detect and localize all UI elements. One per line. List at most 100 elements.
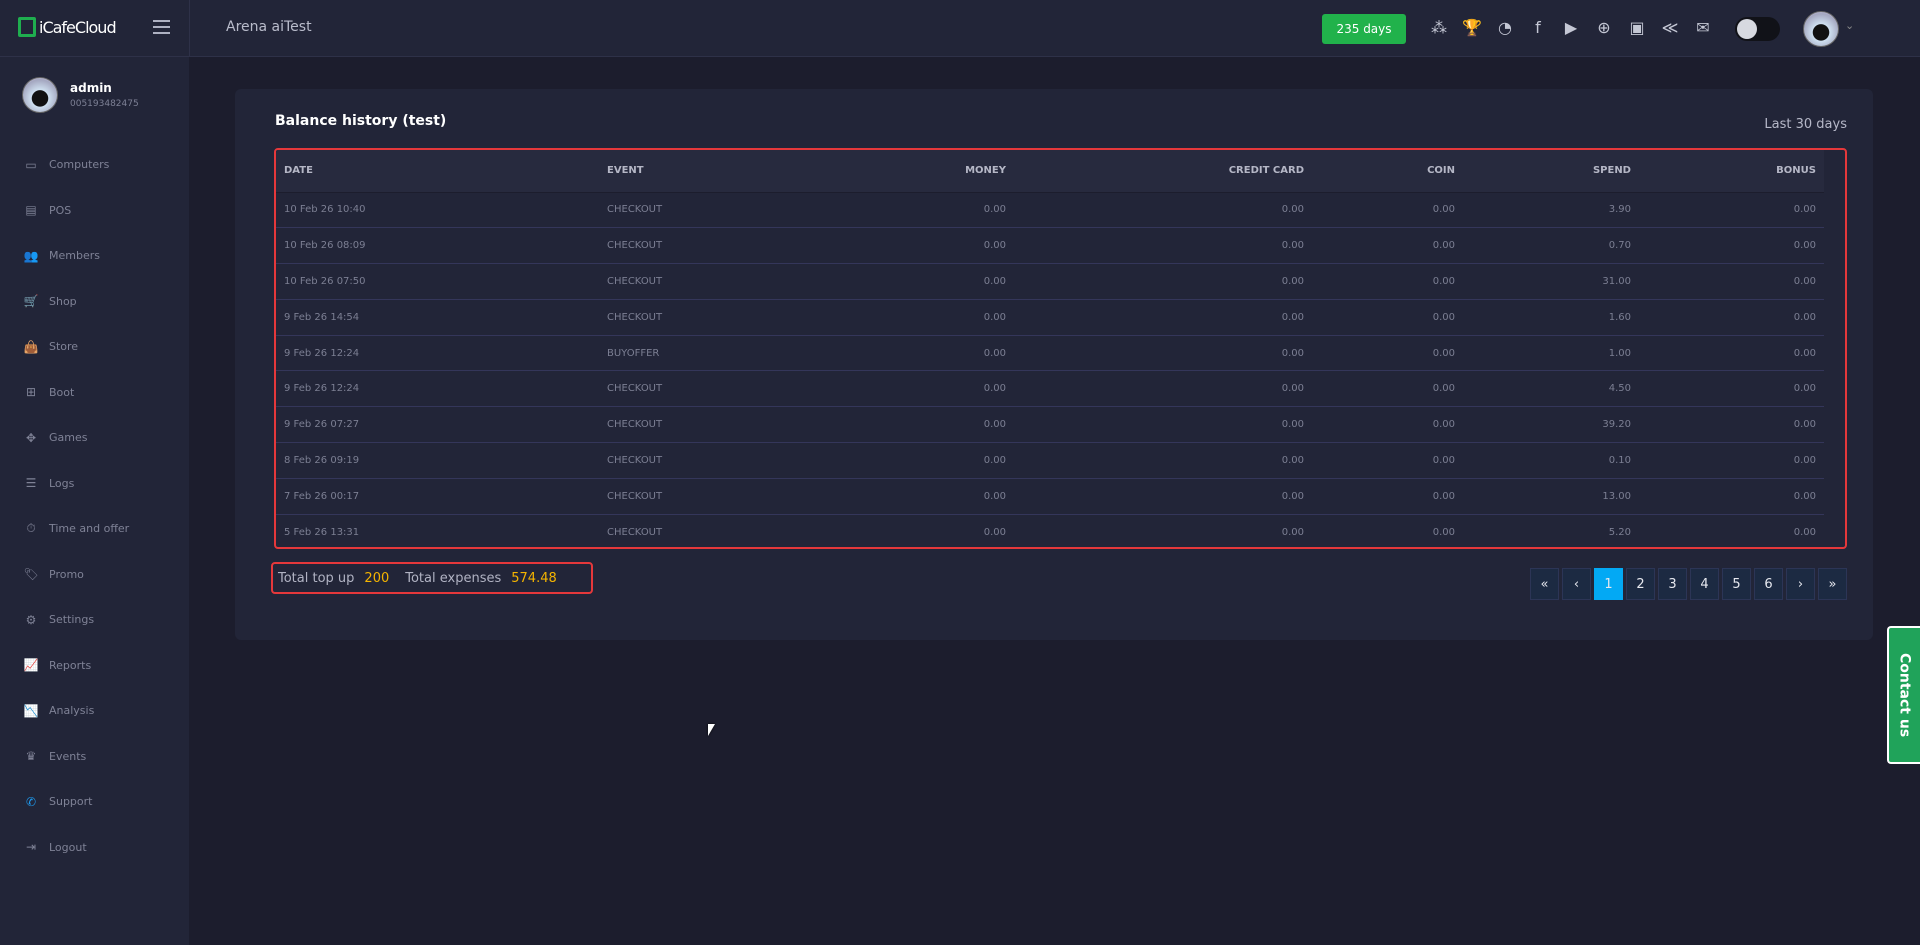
table-cell: 0.10 bbox=[1463, 442, 1639, 479]
total-topup-label: Total top up bbox=[278, 570, 355, 586]
table-cell: CHECKOUT bbox=[599, 442, 919, 479]
table-cell: 0.00 bbox=[1639, 442, 1824, 479]
page-4-button[interactable]: 4 bbox=[1690, 568, 1719, 600]
page-1-button[interactable]: 1 bbox=[1594, 568, 1623, 600]
table-cell: 9 Feb 26 07:27 bbox=[276, 406, 599, 444]
sidebar-item-settings[interactable]: ⚙ Settings bbox=[0, 597, 189, 643]
table-cell: 0.00 bbox=[1639, 335, 1824, 372]
table-row: 9 Feb 26 07:27 CHECKOUT 0.00 0.00 0.00 39.20 0… bbox=[276, 406, 1824, 444]
table-cell: 0.00 bbox=[1014, 263, 1312, 300]
logo[interactable]: iCafeCloud bbox=[18, 17, 117, 37]
table-cell: 0.00 bbox=[1312, 478, 1463, 515]
table-cell: 0.00 bbox=[1312, 227, 1463, 265]
table-cell: 10 Feb 26 08:09 bbox=[276, 227, 599, 265]
page-3-button[interactable]: 3 bbox=[1658, 568, 1687, 600]
page-next-button[interactable]: › bbox=[1786, 568, 1815, 600]
contact-us-button[interactable]: Contact us bbox=[1887, 626, 1920, 764]
page-5-button[interactable]: 5 bbox=[1722, 568, 1751, 600]
table-cell: 0.00 bbox=[919, 514, 1014, 547]
table-cell: 1.00 bbox=[1463, 335, 1639, 372]
divider bbox=[189, 0, 190, 57]
column-header: SPEND bbox=[1463, 150, 1639, 193]
table-cell: 0.00 bbox=[919, 406, 1014, 444]
table-cell: 0.00 bbox=[1639, 406, 1824, 444]
sidebar-item-computers[interactable]: ▭ Computers bbox=[0, 142, 189, 188]
sidebar-item-label: Computers bbox=[49, 158, 110, 172]
chevron-down-icon[interactable]: ⌄ bbox=[1845, 19, 1855, 32]
menu-toggle-icon[interactable] bbox=[153, 20, 170, 34]
sidebar-item-logs[interactable]: ☰ Logs bbox=[0, 461, 189, 507]
table-cell: 0.00 bbox=[1639, 514, 1824, 547]
cafe-name: Arena aiTest bbox=[226, 19, 312, 35]
table-cell: CHECKOUT bbox=[599, 478, 919, 515]
sidebar-item-label: Events bbox=[49, 749, 87, 763]
sidebar-item-boot[interactable]: ⊞ Boot bbox=[0, 370, 189, 416]
table-cell: 3.90 bbox=[1463, 192, 1639, 229]
sidebar-item-promo[interactable]: 🏷 Promo bbox=[0, 552, 189, 598]
table-row: 7 Feb 26 00:17 CHECKOUT 0.00 0.00 0.00 13.00 0… bbox=[276, 478, 1824, 515]
balance-table: DATE EVENT MONEY CREDIT CARD COIN SPEND BONUS 1… bbox=[276, 150, 1824, 547]
table-cell: 0.00 bbox=[1014, 442, 1312, 479]
page-prev-button[interactable]: ‹ bbox=[1562, 568, 1591, 600]
column-header: MONEY bbox=[919, 150, 1014, 193]
table-row: 9 Feb 26 14:54 CHECKOUT 0.00 0.00 0.00 1.60 0.… bbox=[276, 299, 1824, 336]
sidebar-item-label: Games bbox=[49, 431, 88, 445]
table-cell: 0.00 bbox=[1014, 299, 1312, 336]
sidebar-item-analysis[interactable]: 📉 Analysis bbox=[0, 688, 189, 734]
sidebar-item-time-and-offer[interactable]: ⏱ Time and offer bbox=[0, 506, 189, 552]
icafe-icon[interactable]: ▣ bbox=[1629, 17, 1645, 37]
table-cell: 39.20 bbox=[1463, 406, 1639, 444]
table-cell: 0.00 bbox=[1014, 406, 1312, 444]
table-cell: 5.20 bbox=[1463, 514, 1639, 547]
sidebar-item-label: Promo bbox=[49, 567, 84, 581]
sidebar-item-games[interactable]: ✥ Games bbox=[0, 415, 189, 461]
gamepad-icon: ✥ bbox=[25, 430, 37, 445]
page-2-button[interactable]: 2 bbox=[1626, 568, 1655, 600]
table-cell: 0.00 bbox=[1639, 192, 1824, 229]
ranking-icon[interactable]: ⁂ bbox=[1431, 17, 1447, 37]
sidebar-item-store[interactable]: 👜 Store bbox=[0, 324, 189, 370]
table-cell: 0.00 bbox=[1014, 370, 1312, 408]
sidebar-item-logout[interactable]: ⇥ Logout bbox=[0, 825, 189, 871]
profile-id: 005193482475 bbox=[70, 99, 139, 109]
license-days-badge[interactable]: 235 days bbox=[1322, 14, 1406, 44]
table-row: 10 Feb 26 10:40 CHECKOUT 0.00 0.00 0.00 3.90 0… bbox=[276, 192, 1824, 229]
partner-icon[interactable]: ≪ bbox=[1661, 17, 1679, 37]
table-cell: 0.00 bbox=[919, 192, 1014, 229]
sidebar-item-members[interactable]: 👥 Members bbox=[0, 233, 189, 279]
sidebar-item-shop[interactable]: 🛒 Shop bbox=[0, 279, 189, 325]
page-title: Balance history (test) bbox=[275, 113, 447, 129]
sidebar-item-support[interactable]: ✆ Support bbox=[0, 779, 189, 825]
user-avatar[interactable] bbox=[1803, 11, 1839, 47]
mail-icon[interactable]: ✉ bbox=[1696, 17, 1710, 37]
table-cell: 0.00 bbox=[1312, 263, 1463, 300]
sidebar-item-events[interactable]: ♛ Events bbox=[0, 734, 189, 780]
sidebar-item-label: Logs bbox=[49, 476, 75, 490]
page-6-button[interactable]: 6 bbox=[1754, 568, 1783, 600]
line-chart-icon: 📈 bbox=[23, 658, 39, 673]
table-cell: CHECKOUT bbox=[599, 192, 919, 229]
table-cell: 10 Feb 26 07:50 bbox=[276, 263, 599, 300]
globe-icon[interactable]: ⊕ bbox=[1597, 17, 1611, 37]
youtube-icon[interactable]: ▶ bbox=[1564, 17, 1578, 37]
total-expenses-label: Total expenses bbox=[405, 570, 502, 586]
table-cell: 0.00 bbox=[1312, 406, 1463, 444]
trophy-icon[interactable]: 🏆 bbox=[1462, 17, 1482, 37]
sidebar-item-label: Support bbox=[49, 795, 93, 809]
page-first-button[interactable]: « bbox=[1530, 568, 1559, 600]
column-header: EVENT bbox=[599, 150, 919, 193]
bag-icon: 👜 bbox=[23, 339, 39, 354]
rss-icon[interactable]: ◔ bbox=[1498, 17, 1512, 37]
sidebar-item-reports[interactable]: 📈 Reports bbox=[0, 643, 189, 689]
facebook-icon[interactable]: f bbox=[1535, 17, 1541, 37]
page-last-button[interactable]: » bbox=[1818, 568, 1847, 600]
column-header: CREDIT CARD bbox=[1014, 150, 1312, 193]
table-cell: 0.00 bbox=[919, 370, 1014, 408]
table-cell: CHECKOUT bbox=[599, 406, 919, 444]
sidebar-item-pos[interactable]: ▤ POS bbox=[0, 188, 189, 234]
avatar bbox=[22, 77, 58, 113]
table-cell: 1.60 bbox=[1463, 299, 1639, 336]
table-cell: 7 Feb 26 00:17 bbox=[276, 478, 599, 515]
theme-toggle[interactable] bbox=[1735, 17, 1780, 41]
gear-icon: ⚙ bbox=[25, 612, 37, 627]
